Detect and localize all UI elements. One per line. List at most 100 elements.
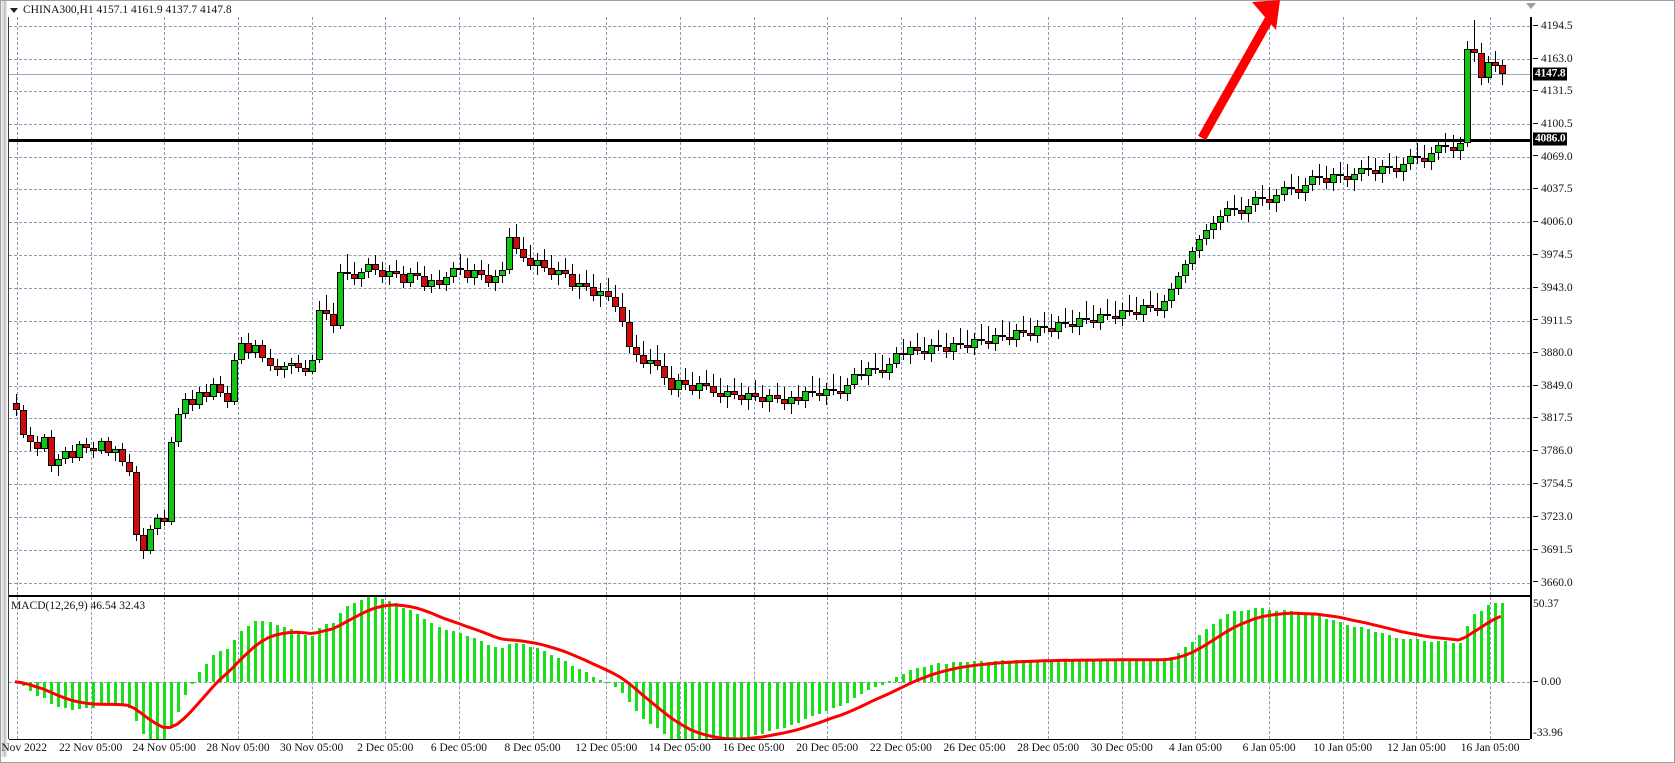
time-tick-label: 26 Dec 05:00 bbox=[943, 742, 1006, 754]
candlestick bbox=[1167, 17, 1176, 595]
macd-histogram-bar bbox=[381, 599, 385, 682]
macd-histogram-bar bbox=[676, 681, 680, 739]
macd-histogram-bar bbox=[860, 681, 863, 695]
macd-histogram-bar bbox=[1416, 639, 1420, 682]
candlestick bbox=[1379, 17, 1387, 595]
candlestick bbox=[456, 17, 465, 595]
candlestick bbox=[1435, 17, 1443, 595]
candlestick bbox=[505, 17, 514, 595]
macd-histogram-bar bbox=[909, 670, 913, 682]
candlestick bbox=[850, 17, 859, 595]
time-axis[interactable]: 18 Nov 2022 22 Nov 05:00 24 Nov 05:00 28 No… bbox=[0, 741, 1530, 761]
macd-axis[interactable]: 50.37 0.00 -33.96 bbox=[1533, 597, 1673, 739]
price-axis[interactable]: 4194.5 4163.0 4131.5 4100.5 4069.0 4037.5 4006… bbox=[1533, 17, 1673, 595]
macd-histogram-bar bbox=[1409, 638, 1413, 682]
candlestick bbox=[266, 17, 275, 595]
macd-histogram-bar bbox=[613, 681, 617, 688]
price-chart-pane[interactable] bbox=[9, 17, 1530, 595]
macd-histogram-bar bbox=[1247, 609, 1251, 682]
candlestick bbox=[548, 17, 556, 595]
macd-histogram-bar bbox=[1212, 623, 1216, 682]
macd-histogram-bar bbox=[402, 607, 406, 682]
candlestick bbox=[1027, 17, 1035, 595]
candlestick bbox=[625, 17, 634, 595]
macd-histogram-bar bbox=[423, 619, 427, 682]
macd-histogram-bar bbox=[1486, 605, 1490, 682]
macd-histogram-bar bbox=[585, 672, 589, 682]
candlestick bbox=[1069, 17, 1077, 595]
macd-histogram-bar bbox=[141, 681, 145, 735]
macd-histogram-bar bbox=[1190, 641, 1194, 682]
triangle-down-icon[interactable] bbox=[10, 8, 18, 13]
candlestick bbox=[428, 17, 436, 595]
candlestick bbox=[1076, 17, 1084, 595]
macd-histogram-bar bbox=[184, 681, 187, 696]
candlestick bbox=[1090, 17, 1098, 595]
candlestick bbox=[189, 17, 197, 595]
macd-histogram-bar bbox=[219, 650, 223, 682]
macd-histogram-bar bbox=[1338, 621, 1342, 682]
candlestick bbox=[646, 17, 655, 595]
triangle-down-icon-right[interactable] bbox=[1526, 3, 1536, 9]
macd-histogram-bar bbox=[240, 630, 244, 682]
candlestick bbox=[322, 17, 331, 595]
candlestick bbox=[681, 17, 690, 595]
macd-pane[interactable] bbox=[9, 597, 1530, 739]
candlestick bbox=[1259, 17, 1267, 595]
macd-label-row: MACD(12,26,9) 46.54 32.43 bbox=[11, 599, 145, 613]
candlestick bbox=[590, 17, 598, 595]
candlestick bbox=[949, 17, 958, 595]
candlestick bbox=[1174, 17, 1183, 595]
macd-histogram-bar bbox=[1296, 613, 1300, 682]
macd-histogram-bar bbox=[374, 597, 378, 682]
macd-histogram-bar bbox=[627, 681, 631, 703]
macd-histogram-bar bbox=[1352, 626, 1356, 682]
macd-histogram-bar bbox=[1359, 627, 1363, 682]
candlestick bbox=[1428, 17, 1436, 595]
candlestick bbox=[69, 17, 77, 595]
macd-histogram-bar bbox=[1261, 608, 1265, 682]
macd-histogram-bar bbox=[1071, 660, 1075, 682]
macd-histogram-bar bbox=[1162, 659, 1166, 682]
candlestick bbox=[703, 17, 711, 595]
candlestick bbox=[203, 17, 211, 595]
candlestick bbox=[815, 17, 824, 595]
macd-histogram-bar bbox=[557, 657, 561, 682]
candlestick bbox=[520, 17, 528, 595]
candlestick bbox=[414, 17, 422, 595]
time-tick-label: 28 Dec 05:00 bbox=[1017, 742, 1080, 754]
price-tick-label: 4131.5 bbox=[1533, 85, 1573, 97]
macd-histogram-bar bbox=[1479, 610, 1483, 682]
macd-histogram-bar bbox=[1500, 603, 1504, 682]
candlestick bbox=[1097, 17, 1105, 595]
macd-histogram-bar bbox=[1324, 618, 1328, 682]
candlestick bbox=[498, 17, 507, 595]
time-tick-label: 18 Nov 2022 bbox=[0, 742, 48, 754]
candlestick bbox=[210, 17, 218, 595]
candlestick bbox=[245, 17, 253, 595]
time-tick-label: 30 Nov 05:00 bbox=[279, 742, 344, 754]
macd-histogram-bar bbox=[1134, 660, 1138, 682]
macd-histogram-bar bbox=[1000, 660, 1004, 682]
macd-histogram-bar bbox=[972, 661, 976, 682]
candlestick bbox=[231, 17, 239, 595]
candlestick bbox=[1477, 17, 1486, 595]
macd-histogram-bar bbox=[1155, 660, 1159, 682]
macd-histogram-bar bbox=[1451, 642, 1455, 682]
candlestick bbox=[970, 17, 979, 595]
candlestick bbox=[1287, 17, 1296, 595]
time-tick-label: 20 Dec 05:00 bbox=[796, 742, 859, 754]
macd-histogram-bar bbox=[979, 660, 983, 682]
macd-histogram-bar bbox=[514, 642, 518, 682]
macd-histogram-bar bbox=[113, 681, 117, 705]
macd-histogram-bar bbox=[1169, 656, 1173, 682]
macd-histogram-bar bbox=[1317, 616, 1321, 682]
time-tick-label: 6 Jan 05:00 bbox=[1242, 742, 1296, 754]
macd-tick-label: 0.00 bbox=[1533, 676, 1561, 688]
candlestick bbox=[766, 17, 774, 595]
time-tick-label: 16 Jan 05:00 bbox=[1460, 742, 1520, 754]
candlestick bbox=[731, 17, 739, 595]
left-scroll-rail[interactable] bbox=[1, 1, 7, 757]
time-tick-label: 4 Jan 05:00 bbox=[1168, 742, 1222, 754]
macd-histogram-bar bbox=[345, 606, 349, 682]
